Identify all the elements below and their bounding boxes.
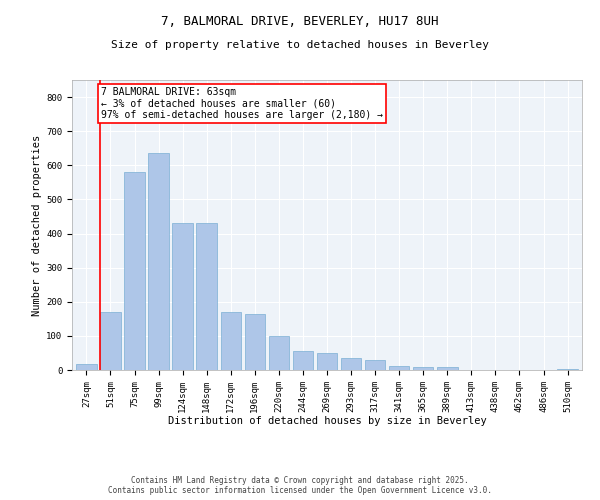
Bar — [365, 360, 385, 370]
Bar — [196, 224, 217, 370]
Bar — [293, 351, 313, 370]
Text: Contains HM Land Registry data © Crown copyright and database right 2025.
Contai: Contains HM Land Registry data © Crown c… — [108, 476, 492, 495]
Bar — [389, 366, 409, 370]
Bar — [172, 224, 193, 370]
X-axis label: Distribution of detached houses by size in Beverley: Distribution of detached houses by size … — [167, 416, 487, 426]
Bar — [269, 336, 289, 370]
Text: Size of property relative to detached houses in Beverley: Size of property relative to detached ho… — [111, 40, 489, 50]
Bar — [124, 172, 145, 370]
Bar — [100, 312, 121, 370]
Y-axis label: Number of detached properties: Number of detached properties — [32, 134, 42, 316]
Bar — [76, 364, 97, 370]
Bar — [221, 312, 241, 370]
Text: 7 BALMORAL DRIVE: 63sqm
← 3% of detached houses are smaller (60)
97% of semi-det: 7 BALMORAL DRIVE: 63sqm ← 3% of detached… — [101, 87, 383, 120]
Text: 7, BALMORAL DRIVE, BEVERLEY, HU17 8UH: 7, BALMORAL DRIVE, BEVERLEY, HU17 8UH — [161, 15, 439, 28]
Bar — [413, 368, 433, 370]
Bar — [148, 154, 169, 370]
Bar — [317, 353, 337, 370]
Bar — [341, 358, 361, 370]
Bar — [437, 368, 458, 370]
Bar — [245, 314, 265, 370]
